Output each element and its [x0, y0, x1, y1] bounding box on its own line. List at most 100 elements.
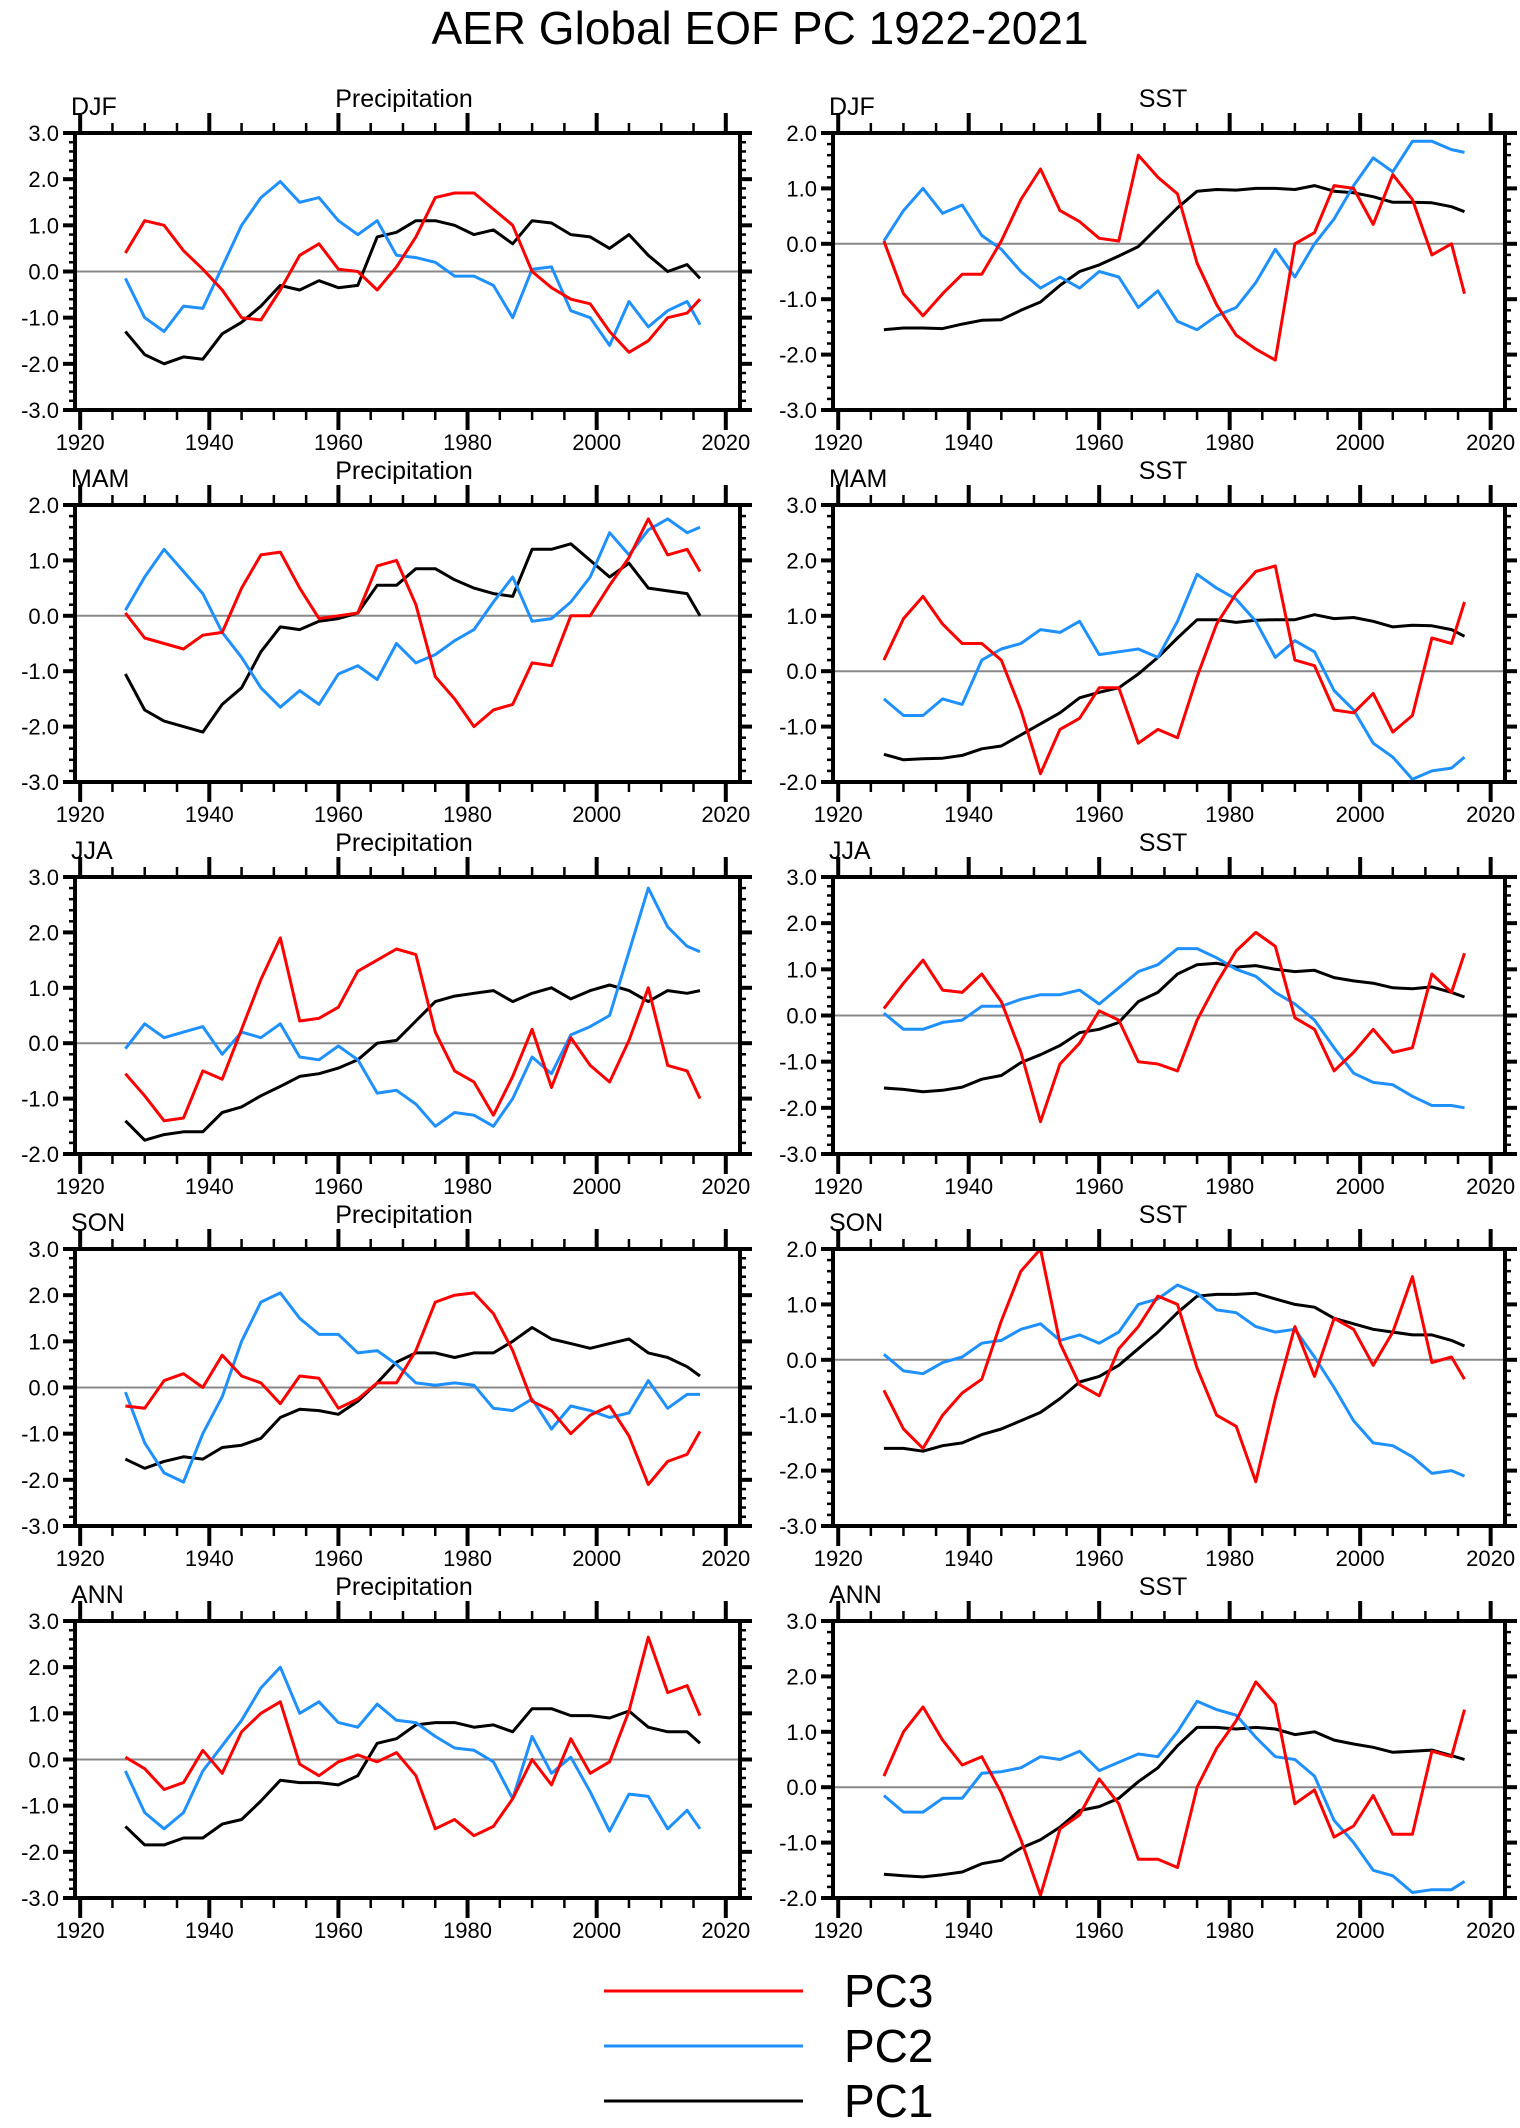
plot-frame — [831, 1619, 1507, 1900]
y-tick-label: -3.0 — [21, 398, 59, 423]
series-pc3-line — [124, 1635, 702, 1838]
series-pc2-line — [123, 1291, 700, 1484]
plot-frame — [73, 503, 742, 784]
x-tick-label: 1960 — [314, 1174, 363, 1199]
series-pc3-line — [882, 564, 1466, 776]
y-tick-label: -1.0 — [21, 1422, 59, 1447]
x-tick-label: 1940 — [185, 430, 234, 455]
series-pc3-line — [882, 1680, 1466, 1897]
y-tick-label: -1.0 — [779, 1831, 817, 1856]
series-pc3-line — [124, 936, 702, 1123]
y-tick-label: -1.0 — [779, 287, 817, 312]
x-tick-label: 1920 — [814, 430, 863, 455]
y-tick-label: 1.0 — [786, 957, 817, 982]
y-tick-label: 2.0 — [28, 1655, 59, 1680]
x-tick-label: 1980 — [443, 430, 492, 455]
series-pc3-line — [124, 517, 702, 729]
x-tick-label: 1920 — [56, 1918, 105, 1943]
panel-title: Precipitation — [335, 829, 473, 857]
y-tick-label: 3.0 — [786, 1609, 817, 1634]
legend-label: PC2 — [844, 2020, 933, 2072]
x-tick-label: 1980 — [443, 1174, 492, 1199]
panel-title: SST — [1139, 457, 1188, 485]
y-tick-label: 2.0 — [786, 1664, 817, 1689]
y-tick-label: -3.0 — [779, 1514, 817, 1539]
series-pc2-line — [882, 139, 1465, 332]
y-tick-label: 3.0 — [28, 1237, 59, 1262]
y-tick-label: 0.0 — [786, 1004, 817, 1029]
x-tick-label: 1960 — [314, 802, 363, 827]
panels: DJF Precipitation -3.0 -2.0 -1.0 0.0 1.0 2.0 3.0… — [21, 85, 1517, 1943]
legend-item-pc1: PC1 — [604, 2075, 933, 2127]
x-tick-label: 1920 — [56, 430, 105, 455]
season-label: JJA — [829, 837, 871, 865]
series-pc2-line — [124, 180, 702, 347]
y-tick-label: 3.0 — [786, 493, 817, 518]
x-tick-label: 2000 — [1336, 1918, 1385, 1943]
x-tick-label: 1960 — [1075, 430, 1124, 455]
y-tick-label: -2.0 — [21, 1840, 59, 1865]
x-tick-label: 2000 — [1336, 1546, 1385, 1571]
y-tick-label: 2.0 — [28, 1283, 59, 1308]
x-tick-label: 2000 — [572, 1918, 621, 1943]
y-tick-label: -3.0 — [779, 398, 817, 423]
x-tick-label: 1940 — [185, 1174, 234, 1199]
y-tick-label: -1.0 — [779, 1403, 817, 1428]
series-pc2-line — [124, 886, 701, 1128]
y-tick-label: -3.0 — [21, 1886, 59, 1911]
plot-frame — [73, 131, 742, 412]
series-pc3-line — [882, 153, 1466, 362]
x-tick-label: 1920 — [814, 1918, 863, 1943]
x-tick-label: 1940 — [944, 802, 993, 827]
x-tick-label: 1960 — [1075, 1918, 1124, 1943]
x-tick-label: 1980 — [1205, 1174, 1254, 1199]
x-tick-label: 1920 — [814, 802, 863, 827]
plot-frame — [73, 875, 742, 1156]
panel-title: Precipitation — [335, 1201, 473, 1229]
legend-item-pc3: PC3 — [604, 1965, 933, 2017]
x-tick-label: 1940 — [944, 430, 993, 455]
y-tick-label: 3.0 — [28, 121, 59, 146]
plot-frame — [831, 131, 1507, 412]
panel-son-precipitation: SON Precipitation-3.0-2.0-1.00.01.02.03.0… — [21, 1201, 752, 1571]
y-tick-label: -2.0 — [779, 1886, 817, 1911]
y-tick-label: -1.0 — [779, 1050, 817, 1075]
series-pc3-line — [882, 1247, 1466, 1484]
x-tick-label: 1980 — [443, 1918, 492, 1943]
x-tick-label: 1960 — [314, 1546, 363, 1571]
y-tick-label: 0.0 — [28, 260, 59, 285]
panel-title: SST — [1139, 85, 1188, 113]
series-pc2-line — [882, 572, 1466, 781]
x-tick-label: 1960 — [1075, 1546, 1124, 1571]
y-tick-label: 1.0 — [28, 1329, 59, 1354]
y-tick-label: 1.0 — [28, 976, 59, 1001]
y-tick-label: -2.0 — [779, 1459, 817, 1484]
x-tick-label: 2000 — [572, 1546, 621, 1571]
y-tick-label: 0.0 — [28, 1748, 59, 1773]
panel-djf-precipitation: DJF Precipitation -3.0 -2.0 -1.0 0.0 1.0 2.0 3.0… — [21, 85, 752, 455]
y-tick-label: 1.0 — [28, 1701, 59, 1726]
x-tick-label: 1980 — [1205, 802, 1254, 827]
y-tick-label: 2.0 — [28, 493, 59, 518]
plot-frame — [831, 875, 1507, 1156]
y-tick-label: 2.0 — [28, 167, 59, 192]
series-pc1-line — [124, 1326, 701, 1470]
x-tick-label: 2020 — [701, 430, 750, 455]
x-tick-label: 1920 — [56, 1174, 105, 1199]
x-tick-label: 2020 — [1466, 802, 1515, 827]
panel-title: Precipitation — [335, 1573, 473, 1601]
x-tick-label: 2000 — [572, 1174, 621, 1199]
panel-djf-sst: DJF SST -3.0 -2.0 -1.0 0.0 1.0 2.0 1920 1940 1960 1… — [779, 85, 1517, 455]
x-tick-label: 2020 — [701, 802, 750, 827]
x-tick-label: 2020 — [701, 1546, 750, 1571]
y-tick-label: -2.0 — [779, 343, 817, 368]
y-tick-label: -3.0 — [779, 1142, 817, 1167]
x-tick-label: 1960 — [1075, 1174, 1124, 1199]
x-tick-label: 2000 — [1336, 1174, 1385, 1199]
panel-title: SST — [1139, 829, 1188, 857]
x-tick-label: 1920 — [814, 1174, 863, 1199]
legend-label: PC1 — [844, 2075, 933, 2127]
